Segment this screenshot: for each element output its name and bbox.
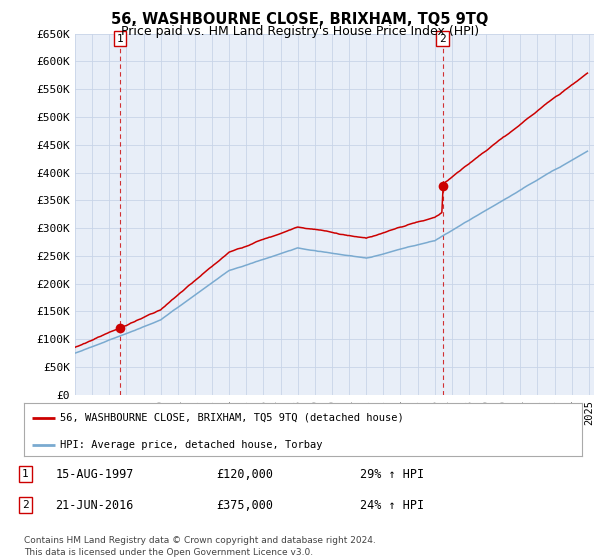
- Text: HPI: Average price, detached house, Torbay: HPI: Average price, detached house, Torb…: [60, 440, 323, 450]
- Text: 21-JUN-2016: 21-JUN-2016: [55, 498, 134, 512]
- Text: 56, WASHBOURNE CLOSE, BRIXHAM, TQ5 9TQ (detached house): 56, WASHBOURNE CLOSE, BRIXHAM, TQ5 9TQ (…: [60, 413, 404, 423]
- Text: 56, WASHBOURNE CLOSE, BRIXHAM, TQ5 9TQ: 56, WASHBOURNE CLOSE, BRIXHAM, TQ5 9TQ: [112, 12, 488, 27]
- Text: 24% ↑ HPI: 24% ↑ HPI: [360, 498, 424, 512]
- Text: 1: 1: [116, 34, 124, 44]
- Text: 2: 2: [22, 500, 29, 510]
- Text: Contains HM Land Registry data © Crown copyright and database right 2024.
This d: Contains HM Land Registry data © Crown c…: [24, 536, 376, 557]
- Text: £120,000: £120,000: [216, 468, 273, 481]
- Text: 1: 1: [22, 469, 29, 479]
- Text: 2: 2: [439, 34, 446, 44]
- Text: £375,000: £375,000: [216, 498, 273, 512]
- Text: Price paid vs. HM Land Registry's House Price Index (HPI): Price paid vs. HM Land Registry's House …: [121, 25, 479, 38]
- Text: 29% ↑ HPI: 29% ↑ HPI: [360, 468, 424, 481]
- Text: 15-AUG-1997: 15-AUG-1997: [55, 468, 134, 481]
